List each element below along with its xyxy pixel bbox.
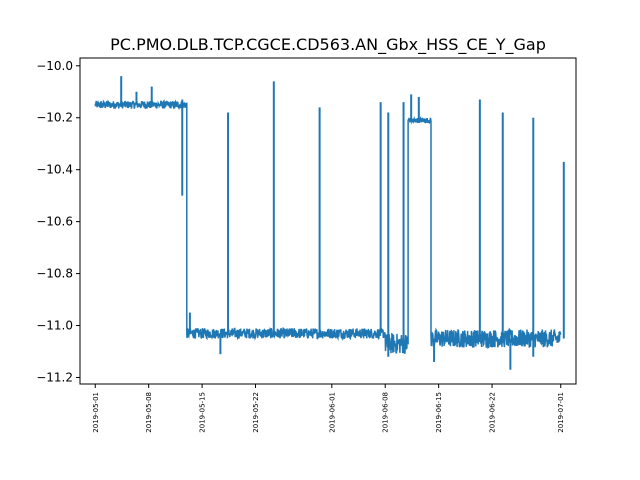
x-tick-label: 2019-06-15	[435, 392, 443, 433]
x-tick-label: 2019-06-22	[489, 392, 497, 433]
y-tick-label: −10.0	[36, 59, 73, 73]
x-tick-label: 2019-05-22	[252, 392, 260, 433]
x-tick-label: 2019-06-01	[328, 392, 336, 433]
x-tick-label: 2019-05-01	[92, 392, 100, 433]
y-tick-label: −11.2	[36, 371, 73, 385]
x-tick-label: 2019-07-01	[557, 392, 565, 433]
y-tick-label: −10.8	[36, 267, 73, 281]
x-tick-label: 2019-06-08	[382, 392, 390, 433]
y-tick-label: −10.4	[36, 163, 73, 177]
x-tick-label: 2019-05-15	[199, 392, 207, 433]
series-line	[94, 99, 562, 354]
y-tick-label: −10.2	[36, 111, 73, 125]
x-tick-label: 2019-05-08	[145, 392, 153, 433]
plot-area	[79, 57, 577, 385]
chart-title: PC.PMO.DLB.TCP.CGCE.CD563.AN_Gbx_HSS_CE_…	[110, 35, 546, 55]
y-tick-label: −11.0	[36, 319, 73, 333]
y-tick-label: −10.6	[36, 215, 73, 229]
